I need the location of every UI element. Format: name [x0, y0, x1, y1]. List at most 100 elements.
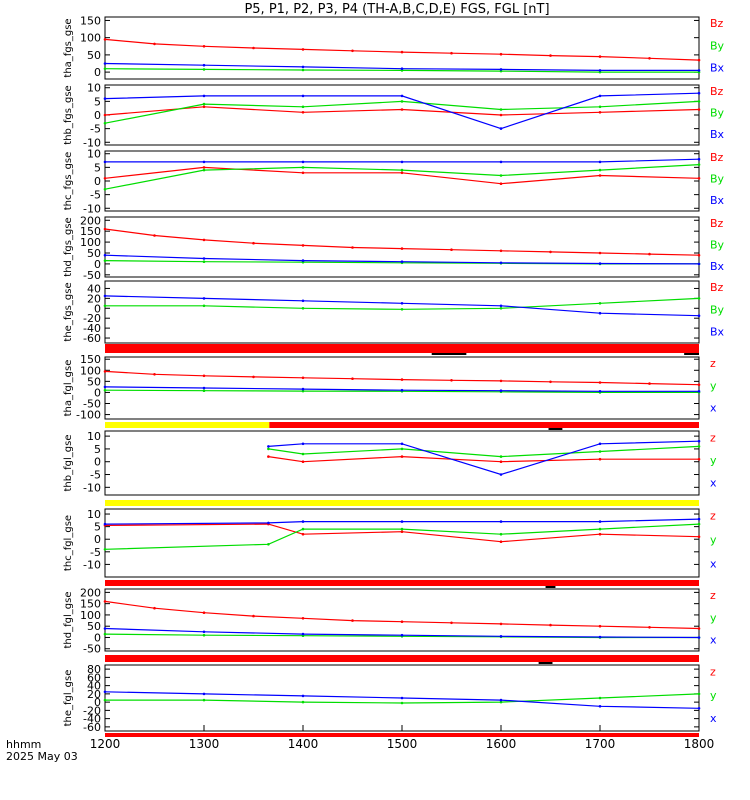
- series-line-z: [104, 600, 700, 630]
- data-point-z: [301, 376, 305, 380]
- series-line-y: [268, 445, 700, 458]
- data-point-Bz: [549, 54, 552, 57]
- data-point-Bz: [252, 46, 255, 50]
- legend-entry: By: [710, 303, 725, 316]
- data-point-x: [499, 698, 503, 702]
- y-tick-label: 50: [87, 375, 101, 388]
- data-point-Bz: [400, 171, 404, 175]
- panel-frame: [104, 150, 700, 212]
- mode-bar-segment: [269, 422, 699, 428]
- data-point-Bx: [697, 69, 701, 72]
- data-point-y: [103, 632, 107, 636]
- data-point-x: [301, 632, 305, 636]
- data-point-Bz: [598, 174, 602, 177]
- data-point-By: [202, 260, 206, 264]
- data-point-By: [202, 102, 206, 106]
- data-point-z: [598, 532, 602, 536]
- data-point-Bz: [202, 105, 206, 109]
- data-point-y: [202, 698, 206, 702]
- x-tick-label: 1200: [90, 737, 121, 751]
- legend-entry: y: [710, 379, 717, 392]
- data-point-By: [400, 100, 404, 103]
- data-point-y: [400, 527, 404, 531]
- mode-bar-2: [105, 500, 699, 506]
- y-tick-label: -40: [83, 322, 101, 335]
- data-point-Bx: [499, 127, 503, 130]
- data-point-Bz: [252, 241, 255, 245]
- series-line-z: [104, 370, 700, 386]
- y-tick-label: 50: [87, 620, 101, 633]
- series-line-Bz: [104, 228, 700, 256]
- data-point-Bx: [499, 304, 503, 308]
- data-point-z: [697, 457, 701, 461]
- data-point-Bx: [103, 294, 107, 298]
- data-point-z: [202, 611, 206, 614]
- data-point-y: [103, 698, 107, 702]
- y-tick-label: 0: [94, 386, 101, 399]
- data-point-x: [598, 390, 602, 393]
- y-tick-label: -5: [90, 189, 101, 202]
- data-point-z: [351, 619, 354, 622]
- data-point-Bx: [103, 62, 107, 65]
- y-axis-label: tha_fgl_gse: [63, 360, 74, 417]
- data-point-Bz: [202, 166, 206, 169]
- data-point-y: [697, 445, 701, 448]
- data-point-By: [301, 307, 305, 310]
- x-tick-label: 1800: [684, 737, 715, 751]
- y-axis-label: thc_fgl_gse: [63, 515, 74, 571]
- data-point-Bz: [499, 249, 503, 253]
- y-tick-label: -40: [83, 713, 101, 726]
- data-point-Bx: [400, 302, 404, 305]
- data-point-y: [697, 522, 701, 526]
- data-point-x: [598, 635, 602, 639]
- data-point-By: [301, 166, 305, 169]
- y-tick-label: -5: [90, 469, 101, 482]
- y-tick-label: 150: [80, 353, 101, 366]
- data-point-Bz: [202, 238, 206, 242]
- data-point-x: [103, 522, 107, 526]
- legend-entry: By: [710, 39, 725, 52]
- data-point-y: [400, 701, 404, 705]
- data-point-Bz: [450, 51, 453, 55]
- data-point-y: [267, 543, 270, 546]
- panel-frame: [104, 16, 700, 80]
- legend-entry: Bz: [710, 281, 724, 294]
- mode-bar-4: [105, 655, 699, 664]
- data-point-By: [697, 100, 701, 103]
- legend-entry: Bz: [710, 151, 724, 164]
- data-point-y: [697, 692, 701, 696]
- y-axis-label: thb_fgs_gse: [63, 85, 74, 144]
- mode-bar-marker: [684, 353, 699, 355]
- data-point-Bz: [202, 45, 206, 48]
- data-point-z: [153, 606, 156, 610]
- data-point-Bz: [400, 247, 404, 250]
- data-point-y: [598, 527, 602, 531]
- y-axis-label: thd_fgs_gse: [63, 217, 74, 276]
- data-point-Bx: [301, 299, 305, 303]
- data-point-x: [301, 694, 305, 698]
- plot-title: P5, P1, P2, P3, P4 (TH-A,B,C,D,E) FGS, F…: [244, 2, 549, 17]
- data-point-z: [648, 626, 651, 629]
- data-point-By: [103, 121, 107, 125]
- y-tick-label: 150: [80, 598, 101, 611]
- y-axis-label: thd_fgl_gse: [63, 592, 74, 649]
- data-point-y: [598, 696, 602, 700]
- data-point-x: [697, 707, 701, 710]
- data-point-x: [499, 389, 503, 393]
- legend-entry: x: [710, 558, 717, 571]
- data-point-Bx: [400, 260, 404, 264]
- data-point-Bz: [697, 253, 701, 257]
- data-point-z: [598, 624, 602, 628]
- data-point-Bx: [301, 259, 305, 262]
- data-point-Bz: [499, 52, 503, 56]
- panel-frame: [104, 280, 700, 344]
- y-tick-label: 5: [94, 95, 101, 108]
- data-point-z: [400, 378, 404, 381]
- y-tick-label: -60: [83, 721, 101, 734]
- data-point-z: [450, 621, 453, 625]
- data-point-z: [648, 382, 651, 385]
- data-point-z: [252, 614, 255, 618]
- legend-entry: x: [710, 401, 717, 414]
